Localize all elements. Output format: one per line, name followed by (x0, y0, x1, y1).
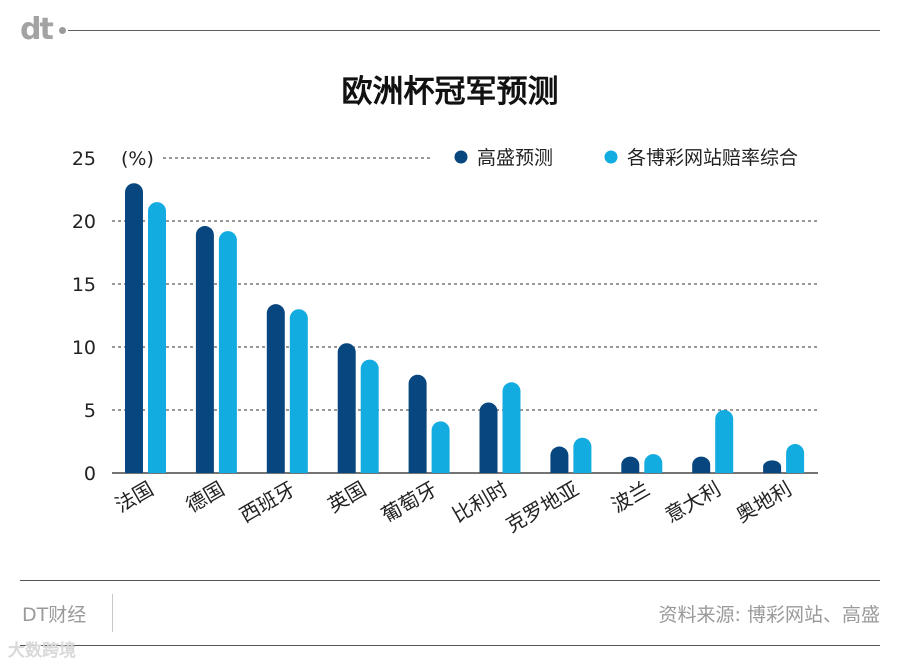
y-axis-unit: (%) (121, 148, 154, 170)
y-tick-label: 0 (84, 463, 96, 485)
bar-odds-2 (289, 309, 308, 473)
x-tick-label: 克罗地亚 (502, 477, 583, 538)
x-tick-label: 意大利 (661, 477, 725, 528)
footer-divider-top (20, 580, 880, 581)
watermark: 大数跨境 (8, 641, 76, 661)
header-divider (68, 30, 880, 31)
y-tick-label: 5 (84, 400, 96, 422)
bar-goldman-8 (692, 456, 711, 473)
x-tick-label: 德国 (182, 477, 229, 518)
bar-goldman-9 (763, 460, 782, 473)
bar-odds-6 (573, 437, 592, 473)
x-tick-label: 西班牙 (235, 477, 299, 528)
x-tick-label: 法国 (111, 477, 158, 518)
x-tick-label: 奥地利 (732, 477, 796, 528)
bar-goldman-4 (408, 374, 427, 473)
legend-marker-1 (604, 150, 618, 164)
bar-odds-7 (644, 454, 663, 473)
bar-odds-1 (218, 231, 237, 473)
logo-dot-icon (59, 27, 66, 34)
footer-divider-bottom (20, 645, 880, 646)
bar-goldman-7 (621, 456, 640, 473)
bar-odds-3 (360, 359, 379, 473)
chart-title: 欧洲杯冠军预测 (341, 74, 559, 110)
y-tick-label: 10 (72, 337, 96, 359)
footer-source: 资料来源: 博彩网站、高盛 (658, 604, 880, 626)
y-tick-label: 20 (72, 211, 96, 233)
footer-separator (112, 594, 113, 632)
bar-goldman-0 (125, 183, 143, 473)
legend-label-0: 高盛预测 (477, 147, 553, 169)
x-tick-label: 葡萄牙 (377, 477, 441, 528)
y-tick-label: 15 (72, 274, 96, 296)
bar-odds-0 (148, 202, 166, 473)
bar-odds-5 (502, 382, 521, 473)
footer-brand: DT财经 (22, 604, 87, 626)
bar-odds-8 (715, 410, 734, 473)
bar-goldman-3 (337, 343, 356, 473)
legend-marker-0 (454, 150, 468, 164)
bar-goldman-1 (195, 226, 214, 473)
bar-goldman-6 (550, 446, 569, 473)
legend-label-1: 各博彩网站赔率综合 (627, 147, 798, 169)
bar-goldman-2 (266, 304, 285, 473)
x-tick-label: 波兰 (607, 477, 654, 518)
x-tick-label: 英国 (324, 477, 371, 518)
bar-odds-4 (431, 421, 450, 473)
bar-goldman-5 (479, 402, 498, 473)
dt-logo: dt (20, 12, 54, 47)
y-tick-label: 25 (72, 148, 96, 170)
bar-odds-9 (786, 444, 805, 473)
